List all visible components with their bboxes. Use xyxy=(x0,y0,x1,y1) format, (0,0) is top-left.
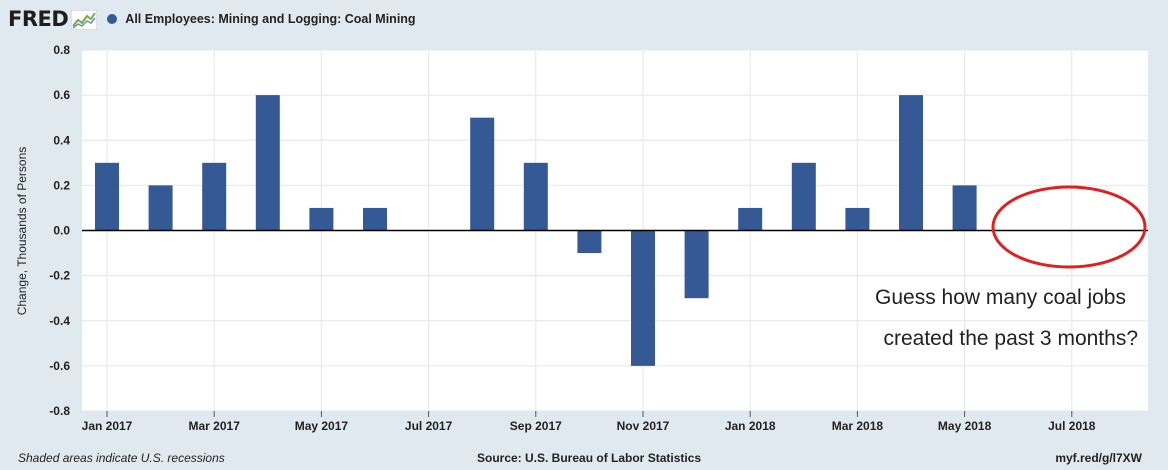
x-tick-label: Mar 2017 xyxy=(189,419,241,433)
short-link[interactable]: myf.red/g/l7XW xyxy=(1055,451,1142,465)
bar-2017-03 xyxy=(202,162,227,231)
x-tick-label: Jan 2017 xyxy=(82,419,133,433)
y-tick-label: 0.8 xyxy=(53,43,70,57)
annotation-ellipse xyxy=(991,185,1147,269)
bar-2017-05 xyxy=(309,207,334,231)
x-tick-label: Jan 2018 xyxy=(725,419,776,433)
bar-2017-08 xyxy=(470,117,495,231)
recession-note: Shaded areas indicate U.S. recessions xyxy=(18,451,225,465)
x-tick-label: Mar 2018 xyxy=(832,419,884,433)
bars xyxy=(95,95,977,366)
y-tick-label: -0.2 xyxy=(49,269,70,283)
bar-2017-02 xyxy=(148,185,173,231)
y-axis: 0.8 0.6 0.4 0.2 0.0 -0.2 -0.4 -0.6 -0.8 xyxy=(49,43,70,418)
annotation-line1: Guess how many coal jobs xyxy=(875,286,1126,309)
series-title: All Employees: Mining and Logging: Coal … xyxy=(125,12,416,26)
annotation-line2: created the past 3 months? xyxy=(884,327,1139,350)
source-label: Source: U.S. Bureau of Labor Statistics xyxy=(477,451,702,465)
y-tick-label: 0.4 xyxy=(53,133,70,147)
bar-2017-10 xyxy=(577,230,602,254)
x-tick-label: Jul 2018 xyxy=(1048,419,1096,433)
y-tick-label: -0.4 xyxy=(49,314,70,328)
x-tick-label: May 2018 xyxy=(938,419,992,433)
x-tick-label: May 2017 xyxy=(295,419,349,433)
bar-2018-01 xyxy=(738,207,763,231)
legend-dot-icon xyxy=(107,14,118,24)
bar-2017-11 xyxy=(631,230,655,366)
bar-2017-06 xyxy=(363,207,387,231)
bar-2017-09 xyxy=(523,162,548,231)
fred-logo: FRED xyxy=(8,7,69,31)
chart-header: FRED All Employees: Mining and Logging: … xyxy=(8,4,416,34)
bar-2017-12 xyxy=(684,230,709,299)
bar-2018-02 xyxy=(791,162,816,231)
y-tick-label: -0.8 xyxy=(49,404,70,418)
x-tick-label: Jul 2017 xyxy=(405,419,453,433)
y-tick-label: 0.2 xyxy=(53,178,70,192)
x-tick-label: Nov 2017 xyxy=(617,419,670,433)
bar-2017-01 xyxy=(95,162,119,231)
bar-2018-03 xyxy=(845,207,870,231)
y-axis-title: Change, Thousands of Persons xyxy=(15,147,29,316)
y-tick-label: 0.6 xyxy=(53,88,70,102)
bar-2018-05 xyxy=(952,185,977,231)
y-tick-label: -0.6 xyxy=(49,359,70,373)
x-tick-label: Sep 2017 xyxy=(510,419,562,433)
logo-graph-icon xyxy=(71,10,98,30)
bar-2017-04 xyxy=(255,95,280,231)
x-axis: Jan 2017 Mar 2017 May 2017 Jul 2017 Sep 2017… xyxy=(82,411,1096,433)
bar-2018-04 xyxy=(899,95,923,231)
y-tick-label: 0.0 xyxy=(53,224,70,238)
